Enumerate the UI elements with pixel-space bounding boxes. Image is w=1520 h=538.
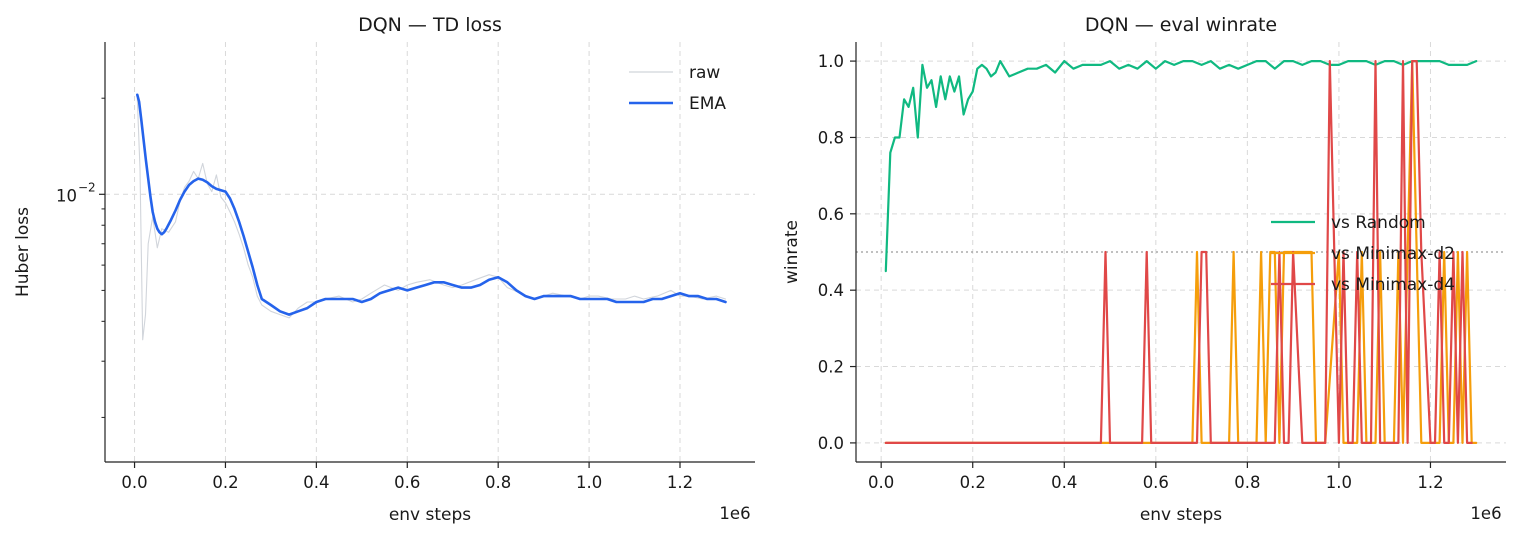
legend: raw EMA (629, 63, 726, 114)
x-tick-label: 0.6 (1143, 473, 1169, 492)
y-tick-label: 0.8 (818, 128, 844, 147)
legend-label: vs Minimax-d4 (1331, 275, 1455, 295)
x-tick-label: 1.0 (576, 473, 602, 492)
x-tick-label: 1.2 (667, 473, 693, 492)
x-tick-label: 0.8 (485, 473, 511, 492)
x-axis-label: env steps (1140, 505, 1222, 525)
x-axis-label: env steps (389, 505, 471, 525)
x-tick-label: 1.2 (1417, 473, 1443, 492)
legend-label: vs Minimax-d2 (1331, 244, 1455, 264)
x-tick-label: 0.4 (303, 473, 329, 492)
y-tick-label: 0.4 (818, 281, 844, 300)
y-axis-label: winrate (782, 220, 802, 284)
x-offset-label: 1e6 (719, 504, 750, 523)
x-tick-label: 0.0 (121, 473, 147, 492)
y-tick-label: 1.0 (818, 52, 844, 71)
x-tick-label: 0.0 (868, 473, 894, 492)
legend: vs Random vs Minimax-d2 vs Minimax-d4 (1271, 213, 1455, 295)
y-axis-label: Huber loss (13, 207, 33, 297)
series-line-ema (136, 93, 727, 316)
y-tick-label: 0.2 (818, 358, 844, 377)
series-line-vs-random (884, 59, 1478, 273)
x-tick-label: 0.2 (960, 473, 986, 492)
chart-title: DQN — eval winrate (1085, 14, 1277, 36)
x-tick-label: 0.6 (394, 473, 420, 492)
y-tick-exponent: −2 (78, 180, 96, 194)
legend-label: EMA (689, 94, 726, 114)
y-tick-label: 0.6 (818, 205, 844, 224)
x-offset-label: 1e6 (1470, 504, 1501, 523)
chart-title: DQN — TD loss (358, 14, 502, 36)
y-tick-label: 10 (56, 186, 77, 205)
x-tick-label: 0.2 (212, 473, 238, 492)
winrate-chart: 0.0 0.2 0.4 0.6 0.8 1.0 1.2 0.0 0.2 0.4 0.6 0.8 1.0 D… (782, 14, 1506, 525)
x-tick-label: 1.0 (1326, 473, 1352, 492)
legend-label: raw (689, 63, 720, 83)
series-line-vs-minimax-d4 (884, 59, 1473, 444)
td-loss-chart: 0.0 0.2 0.4 0.6 0.8 1.0 1.2 10 −2 DQN — TD loss en… (13, 14, 755, 525)
legend-label: vs Random (1331, 213, 1426, 233)
y-tick-label: 0.0 (818, 434, 844, 453)
x-tick-label: 0.8 (1234, 473, 1260, 492)
series-line-vs-minimax-d2 (884, 59, 1478, 444)
x-tick-label: 0.4 (1051, 473, 1077, 492)
